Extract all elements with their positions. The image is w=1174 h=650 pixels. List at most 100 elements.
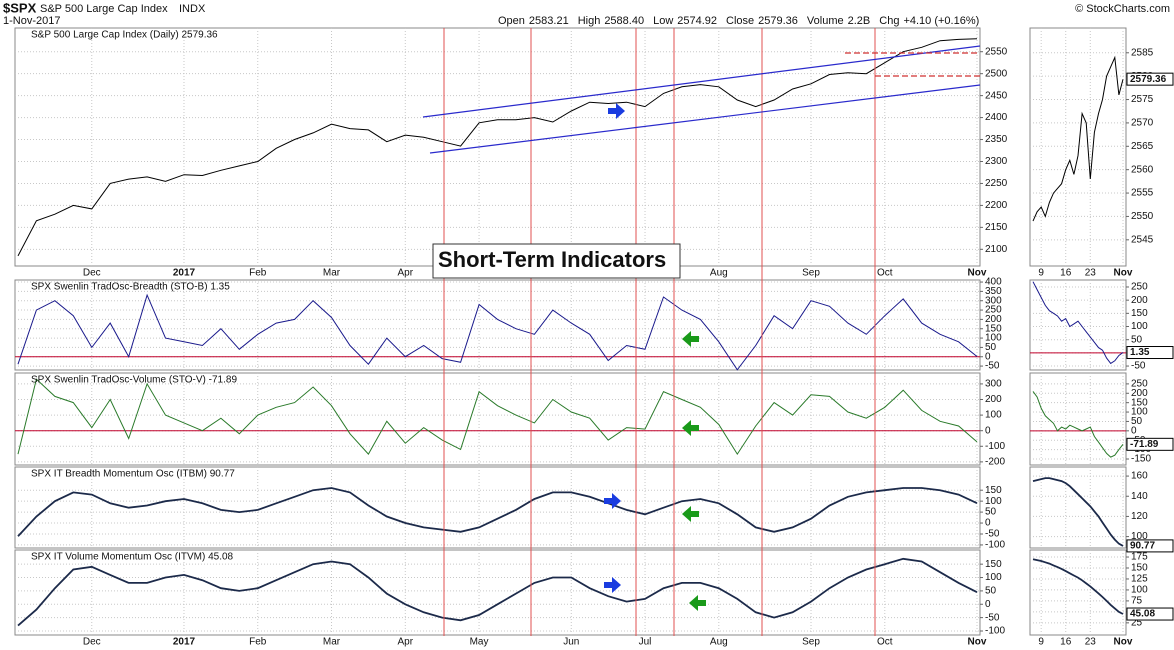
y-tick-label: 150 bbox=[1131, 563, 1148, 574]
panel: 2100 2150 2200 2250 2300 2350 2400 2450 2500 2550… bbox=[14, 27, 1008, 279]
y-tick-label: 100 bbox=[985, 572, 1002, 583]
y-tick-label: -200 bbox=[985, 457, 1005, 468]
series-line bbox=[1032, 558, 1124, 615]
panel-frame bbox=[14, 549, 981, 636]
quote-label: Close bbox=[726, 15, 754, 27]
quote-value: 2579.36 bbox=[758, 15, 798, 27]
y-tick-label: 2350 bbox=[985, 134, 1008, 145]
signal-arrows bbox=[604, 103, 706, 611]
y-tick-label: 2565 bbox=[1131, 141, 1154, 152]
header: $SPX S&P 500 Large Cap Index INDX 1-Nov-… bbox=[3, 0, 1170, 26]
y-tick-label: 150 bbox=[985, 323, 1002, 334]
y-tick-label: 250 bbox=[1131, 379, 1148, 390]
y-tick-label: 2575 bbox=[1131, 94, 1154, 105]
x-tick-label: Oct bbox=[877, 268, 893, 279]
panel-title: SPX Swenlin TradOsc-Breadth (STO-B) 1.35 bbox=[31, 282, 230, 293]
y-tick-label: 50 bbox=[1131, 416, 1143, 427]
y-tick-label: 400 bbox=[985, 277, 1002, 288]
series-line bbox=[17, 38, 978, 257]
quote-label: Open bbox=[498, 15, 525, 27]
panel: 2545255025552560256525702575258025859162… bbox=[1029, 27, 1174, 279]
series-line bbox=[17, 378, 978, 456]
y-tick-label: 2100 bbox=[985, 244, 1008, 255]
last-value-label: 45.08 bbox=[1130, 609, 1155, 620]
y-tick-label: -50 bbox=[985, 529, 1000, 540]
quote-label: Volume bbox=[807, 15, 844, 27]
y-tick-label: 2570 bbox=[1131, 118, 1154, 129]
quote-value: 2574.92 bbox=[677, 15, 717, 27]
panel: 17515012510075502591623Nov45.08 bbox=[1029, 549, 1174, 648]
y-tick-label: 50 bbox=[985, 586, 997, 597]
x-tick-label: May bbox=[470, 637, 489, 648]
panel-title: SPX IT Volume Momentum Osc (ITVM) 45.08 bbox=[31, 552, 234, 563]
x-tick-label: Nov bbox=[1114, 268, 1133, 279]
y-tick-label: -100 bbox=[985, 626, 1005, 637]
panel-frame bbox=[1029, 549, 1127, 636]
y-tick-label: -100 bbox=[985, 540, 1005, 551]
x-tick-label: Apr bbox=[398, 637, 414, 648]
y-tick-label: 100 bbox=[985, 333, 1002, 344]
last-value-label: 2579.36 bbox=[1130, 74, 1167, 85]
last-value-box bbox=[1126, 437, 1174, 451]
quote-value: 2.2B bbox=[848, 15, 871, 27]
y-tick-label: 0 bbox=[1131, 425, 1137, 436]
y-tick-label: 2400 bbox=[985, 112, 1008, 123]
x-tick-label: Sep bbox=[802, 637, 820, 648]
symbol: $SPX bbox=[3, 0, 37, 15]
channel-line bbox=[422, 45, 981, 118]
y-tick-label: 250 bbox=[985, 305, 1002, 316]
x-tick-label: 23 bbox=[1085, 637, 1097, 648]
date: 1-Nov-2017 bbox=[3, 15, 60, 27]
exchange: INDX bbox=[179, 3, 206, 15]
series-line bbox=[17, 487, 978, 537]
last-value-label: -71.89 bbox=[1130, 439, 1159, 450]
buy-arrow bbox=[608, 103, 625, 119]
y-tick-label: 50 bbox=[985, 507, 997, 518]
y-tick-label: 150 bbox=[985, 485, 1002, 496]
y-tick-label: 0 bbox=[985, 351, 991, 362]
x-tick-label: Jun bbox=[563, 637, 579, 648]
y-tick-label: 150 bbox=[1131, 397, 1148, 408]
series-line bbox=[17, 293, 978, 371]
y-tick-label: 100 bbox=[1131, 321, 1148, 332]
y-tick-label: 2560 bbox=[1131, 164, 1154, 175]
x-tick-label: Feb bbox=[249, 637, 267, 648]
y-tick-label: 140 bbox=[1131, 491, 1148, 502]
last-value-box bbox=[1126, 539, 1174, 553]
y-tick-label: 2585 bbox=[1131, 47, 1154, 58]
annotation-box bbox=[432, 243, 681, 279]
y-tick-label: 125 bbox=[1131, 574, 1148, 585]
x-tick-label: Feb bbox=[249, 268, 267, 279]
y-tick-label: 2555 bbox=[1131, 188, 1154, 199]
x-tick-label: Dec bbox=[83, 637, 101, 648]
y-tick-label: 2550 bbox=[1131, 211, 1154, 222]
panel-title: SPX IT Breadth Momentum Osc (ITBM) 90.77 bbox=[31, 469, 235, 480]
quote-value: 2588.40 bbox=[604, 15, 644, 27]
y-tick-label: -50 bbox=[985, 612, 1000, 623]
x-tick-label: Aug bbox=[710, 637, 728, 648]
signal-arrow bbox=[689, 595, 706, 611]
credit: © StockCharts.com bbox=[1075, 3, 1170, 15]
series-line bbox=[1032, 55, 1124, 222]
y-tick-label: 150 bbox=[985, 559, 1002, 570]
signal-arrow bbox=[682, 506, 699, 522]
last-value-box bbox=[1126, 607, 1174, 621]
x-tick-label: 2017 bbox=[173, 268, 196, 279]
panel-frame bbox=[1029, 279, 1127, 371]
x-tick-label: Sep bbox=[802, 268, 820, 279]
y-tick-label: 300 bbox=[985, 379, 1002, 390]
y-tick-label: 2450 bbox=[985, 90, 1008, 101]
y-tick-label: 2550 bbox=[985, 46, 1008, 57]
y-tick-label: 100 bbox=[1131, 531, 1148, 542]
y-tick-label: 100 bbox=[985, 410, 1002, 421]
quote-label: Low bbox=[653, 15, 673, 27]
panels: 2100215022002250230023502400245025002550… bbox=[14, 27, 1174, 648]
last-value-box bbox=[1126, 72, 1174, 86]
panel-title: SPX Swenlin TradOsc-Volume (STO-V) -71.8… bbox=[31, 375, 237, 386]
y-tick-label: 2150 bbox=[985, 222, 1008, 233]
